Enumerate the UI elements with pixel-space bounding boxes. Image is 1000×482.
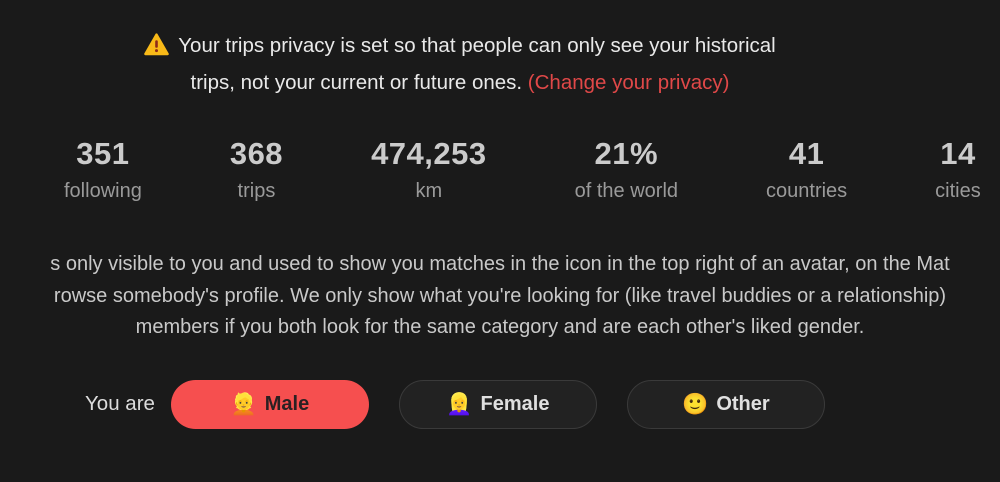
gender-selector-row: You are 👱 Male 👱‍♀️ Female 🙂 Other [0,379,1000,429]
stat-label: cities [935,180,981,202]
gender-option-label: Female [480,392,550,415]
stat-label: countries [766,180,848,202]
privacy-warning-banner: Your trips privacy is set so that people… [0,29,920,99]
stat-world-percent: 21% of the world [575,137,678,203]
stat-value: 21% [594,136,659,171]
stat-value: 351 [76,136,130,171]
note-line-3: members if you both look for the same ca… [135,316,865,338]
stat-label: of the world [574,180,679,202]
you-are-label: You are [85,392,155,415]
female-emoji-icon: 👱‍♀️ [446,392,473,416]
note-line-2: rowse somebody's profile. We only show w… [53,284,947,307]
stat-label: km [415,180,443,202]
stat-value: 41 [788,136,825,171]
gender-option-male[interactable]: 👱 Male [170,379,369,429]
stat-label: trips [237,180,276,202]
gender-option-other[interactable]: 🙂 Other [626,379,825,429]
stat-cities: 14 cities [935,137,981,203]
warning-text-line1: Your trips privacy is set so that people… [178,34,776,57]
warning-icon [144,33,170,66]
stat-following: 351 following [64,137,142,203]
gender-visibility-note: s only visible to you and used to show y… [0,249,1000,344]
note-line-1: s only visible to you and used to show y… [50,253,950,275]
warning-text-line2: trips, not your current or future ones. [190,71,523,94]
gender-option-label: Other [716,392,770,415]
stat-trips: 368 trips [230,137,283,203]
stat-km: 474,253 km [371,137,487,203]
profile-stats-row: 351 following 368 trips 474,253 km 21% o… [0,137,1000,203]
stat-label: following [64,180,142,202]
gender-option-label: Male [264,392,310,415]
change-privacy-link[interactable]: (Change your privacy) [527,71,730,94]
stat-countries: 41 countries [766,137,847,203]
gender-option-female[interactable]: 👱‍♀️ Female [398,379,597,429]
male-emoji-icon: 👱 [230,392,257,416]
stat-value: 474,253 [371,136,487,171]
stat-value: 368 [229,136,284,171]
other-emoji-icon: 🙂 [682,392,709,416]
stat-value: 14 [940,136,976,171]
